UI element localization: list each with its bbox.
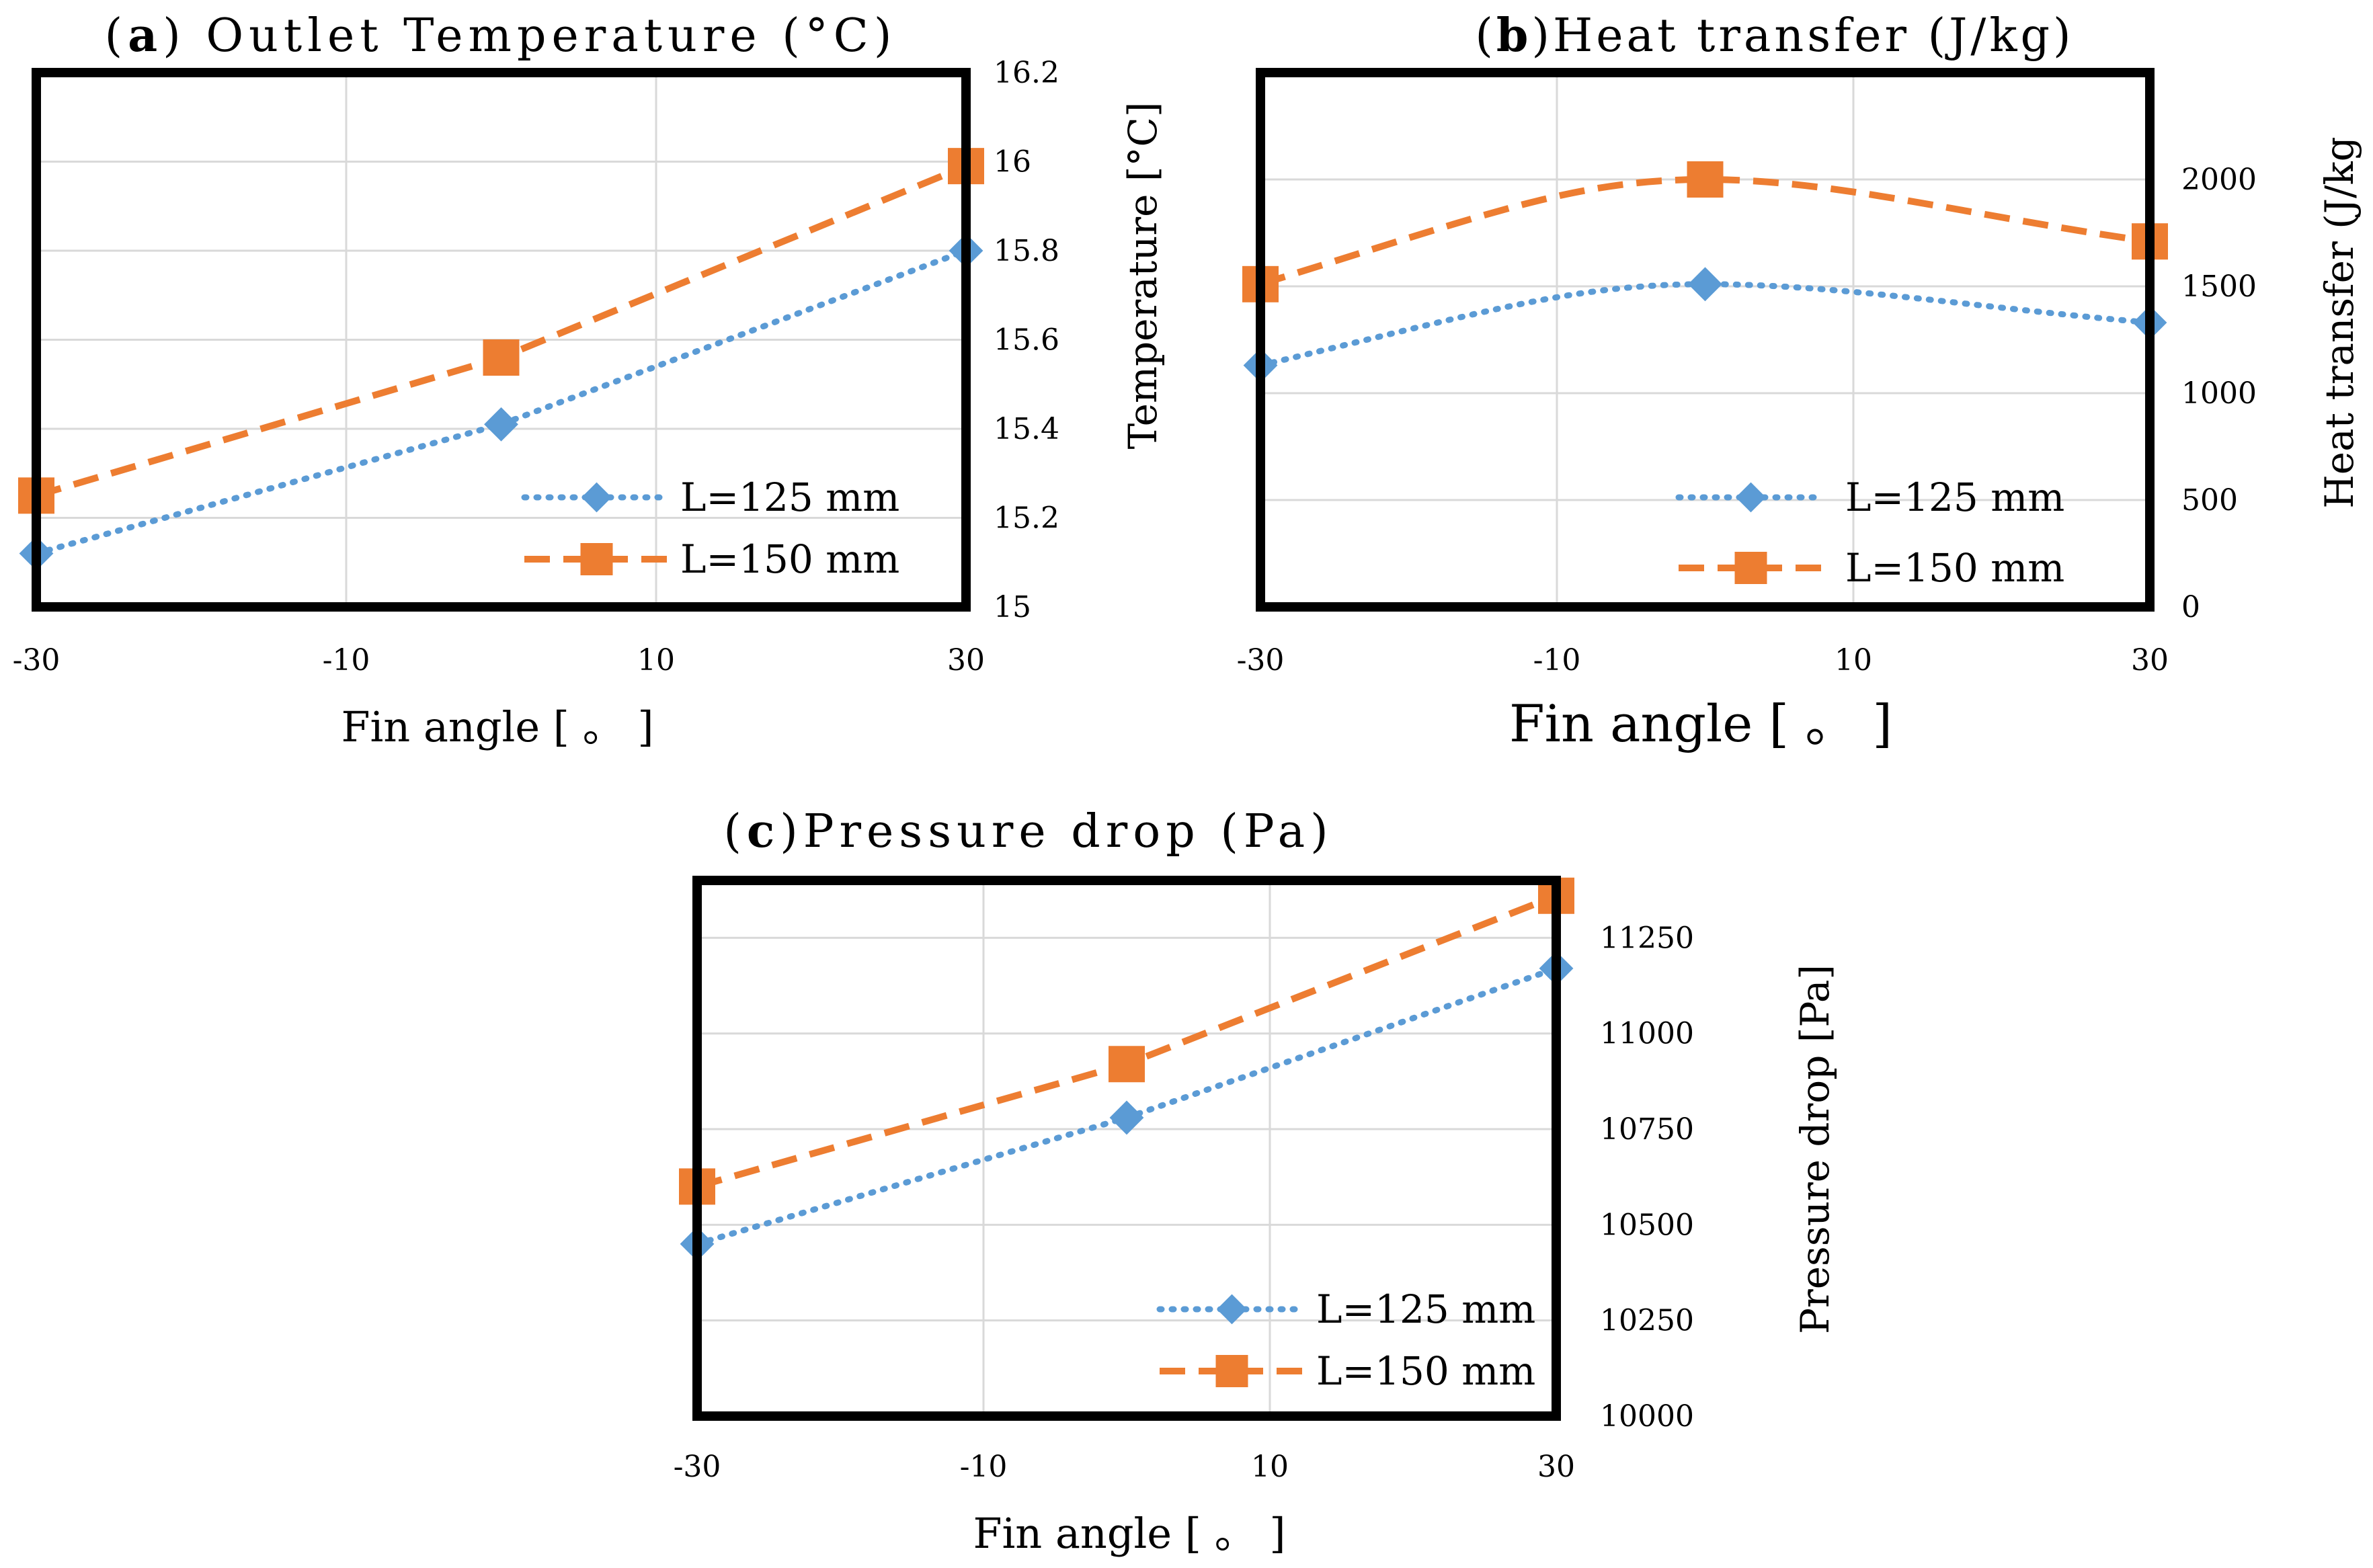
y-tick-label: 1500	[2181, 270, 2257, 304]
y-tick-label: 15.6	[994, 323, 1059, 358]
x-tick-label: 30	[1537, 1450, 1575, 1484]
legend-label: L=125 mm	[1845, 474, 2064, 520]
y-tick-label: 15.2	[994, 501, 1059, 536]
title-paren-close: )	[780, 805, 803, 858]
data-point-square	[483, 339, 520, 376]
chart-title: (b)Heat transfer (J/kg)	[1475, 9, 2074, 63]
chart-title: (a) Outlet Temperature (°C)	[105, 9, 897, 63]
title-text: Pressure drop (Pa)	[803, 805, 1334, 858]
legend-marker-square	[580, 543, 613, 575]
x-tick-label: 10	[1835, 643, 1872, 677]
series-l-150-mm	[18, 148, 984, 514]
title-paren-open: (	[1475, 9, 1496, 63]
x-axis-title: Fin angle [ 。 ]	[1509, 694, 1892, 753]
series-line	[1257, 281, 2153, 369]
legend-marker-square	[1215, 1355, 1248, 1387]
x-tick-label: 30	[2131, 643, 2169, 677]
title-letter: b	[1496, 9, 1532, 63]
plot-frame	[1256, 68, 2155, 612]
y-tick-label: 15	[994, 590, 1031, 624]
x-tick-label: -30	[1237, 643, 1285, 677]
title-paren-open: (	[723, 805, 747, 858]
legend-label: L=150 mm	[1316, 1348, 1535, 1394]
y-tick-label: 16	[994, 145, 1031, 179]
panel-c: -30 -10 10 30 10000 10250 10500 10750 11000 11250…	[674, 804, 1838, 1558]
title-paren-close: )	[163, 9, 206, 63]
x-tick-label: 10	[1251, 1450, 1289, 1484]
title-paren-open: (	[105, 9, 128, 63]
title-text: Heat transfer (J/kg)	[1553, 9, 2075, 63]
legend: L=125 mm L=150 mm	[521, 474, 899, 582]
y-tick-label: 10750	[1600, 1112, 1694, 1147]
legend-marker-square	[1734, 552, 1767, 584]
title-letter: a	[128, 9, 163, 63]
y-tick-label: 0	[2181, 590, 2200, 624]
y-tick-label: 16.2	[994, 56, 1059, 90]
y-tick-label: 11000	[1600, 1017, 1694, 1051]
data-point-square	[1687, 161, 1724, 198]
x-tick-label: 30	[947, 643, 985, 677]
y-tick-label: 11250	[1600, 921, 1694, 955]
y-axis-title-right: Pressure drop [Pa]	[1792, 964, 1838, 1334]
series-l-125-mm	[19, 233, 983, 571]
data-point-diamond	[484, 407, 518, 442]
chart-title: (c)Pressure drop (Pa)	[723, 804, 1333, 858]
title-text: Outlet Temperature (°C)	[206, 9, 897, 63]
legend-marker-diamond	[581, 482, 612, 513]
legend-label: L=150 mm	[1845, 545, 2064, 591]
y-tick-label: 15.8	[994, 234, 1059, 268]
y-axis-title-left: Temperature [°C]	[1120, 101, 1166, 449]
x-tick-label: 10	[637, 643, 675, 677]
x-axis-title: Fin angle [ 。 ]	[341, 702, 653, 751]
data-point-diamond	[1109, 1100, 1144, 1135]
legend: L=125 mm L=150 mm	[1156, 1286, 1535, 1394]
y-tick-label: 1000	[2181, 376, 2257, 411]
y-tick-label: 10250	[1600, 1304, 1694, 1338]
legend-marker-diamond	[1736, 482, 1766, 513]
legend-label: L=125 mm	[1316, 1286, 1535, 1332]
x-tick-label: -30	[674, 1450, 721, 1484]
legend-label: L=150 mm	[680, 536, 899, 582]
x-tick-label: -10	[1533, 643, 1581, 677]
plot-area	[1260, 73, 2150, 607]
series-line	[1259, 175, 2150, 288]
panel-a: -30 -10 10 30 15 15.2 15.4 15.6 15.8 16 16.2 (a) Ou…	[13, 9, 1059, 751]
x-tick-label: -10	[323, 643, 370, 677]
plot-frame	[32, 68, 971, 612]
title-letter: c	[747, 804, 780, 858]
plot-area	[697, 880, 1556, 1416]
plot-frame	[692, 876, 1561, 1421]
y-tick-label: 15.4	[994, 412, 1059, 446]
y-tick-label: 500	[2181, 483, 2238, 518]
y-tick-label: 10500	[1600, 1208, 1694, 1242]
data-point-diamond	[1688, 267, 1722, 302]
x-tick-label: -10	[960, 1450, 1008, 1484]
x-tick-label: -30	[13, 643, 61, 677]
y-tick-label: 2000	[2181, 163, 2257, 197]
x-axis-title: Fin angle [ 。 ]	[973, 1509, 1285, 1558]
y-axis-title-right: Heat transfer (J/kg	[2317, 136, 2362, 509]
legend-label: L=125 mm	[680, 474, 899, 520]
legend: L=125 mm L=150 mm	[1675, 474, 2064, 591]
data-point-square	[1109, 1046, 1145, 1083]
y-tick-label: 10000	[1600, 1399, 1694, 1434]
title-paren-close: )	[1531, 9, 1553, 63]
legend-marker-diamond	[1217, 1294, 1247, 1325]
